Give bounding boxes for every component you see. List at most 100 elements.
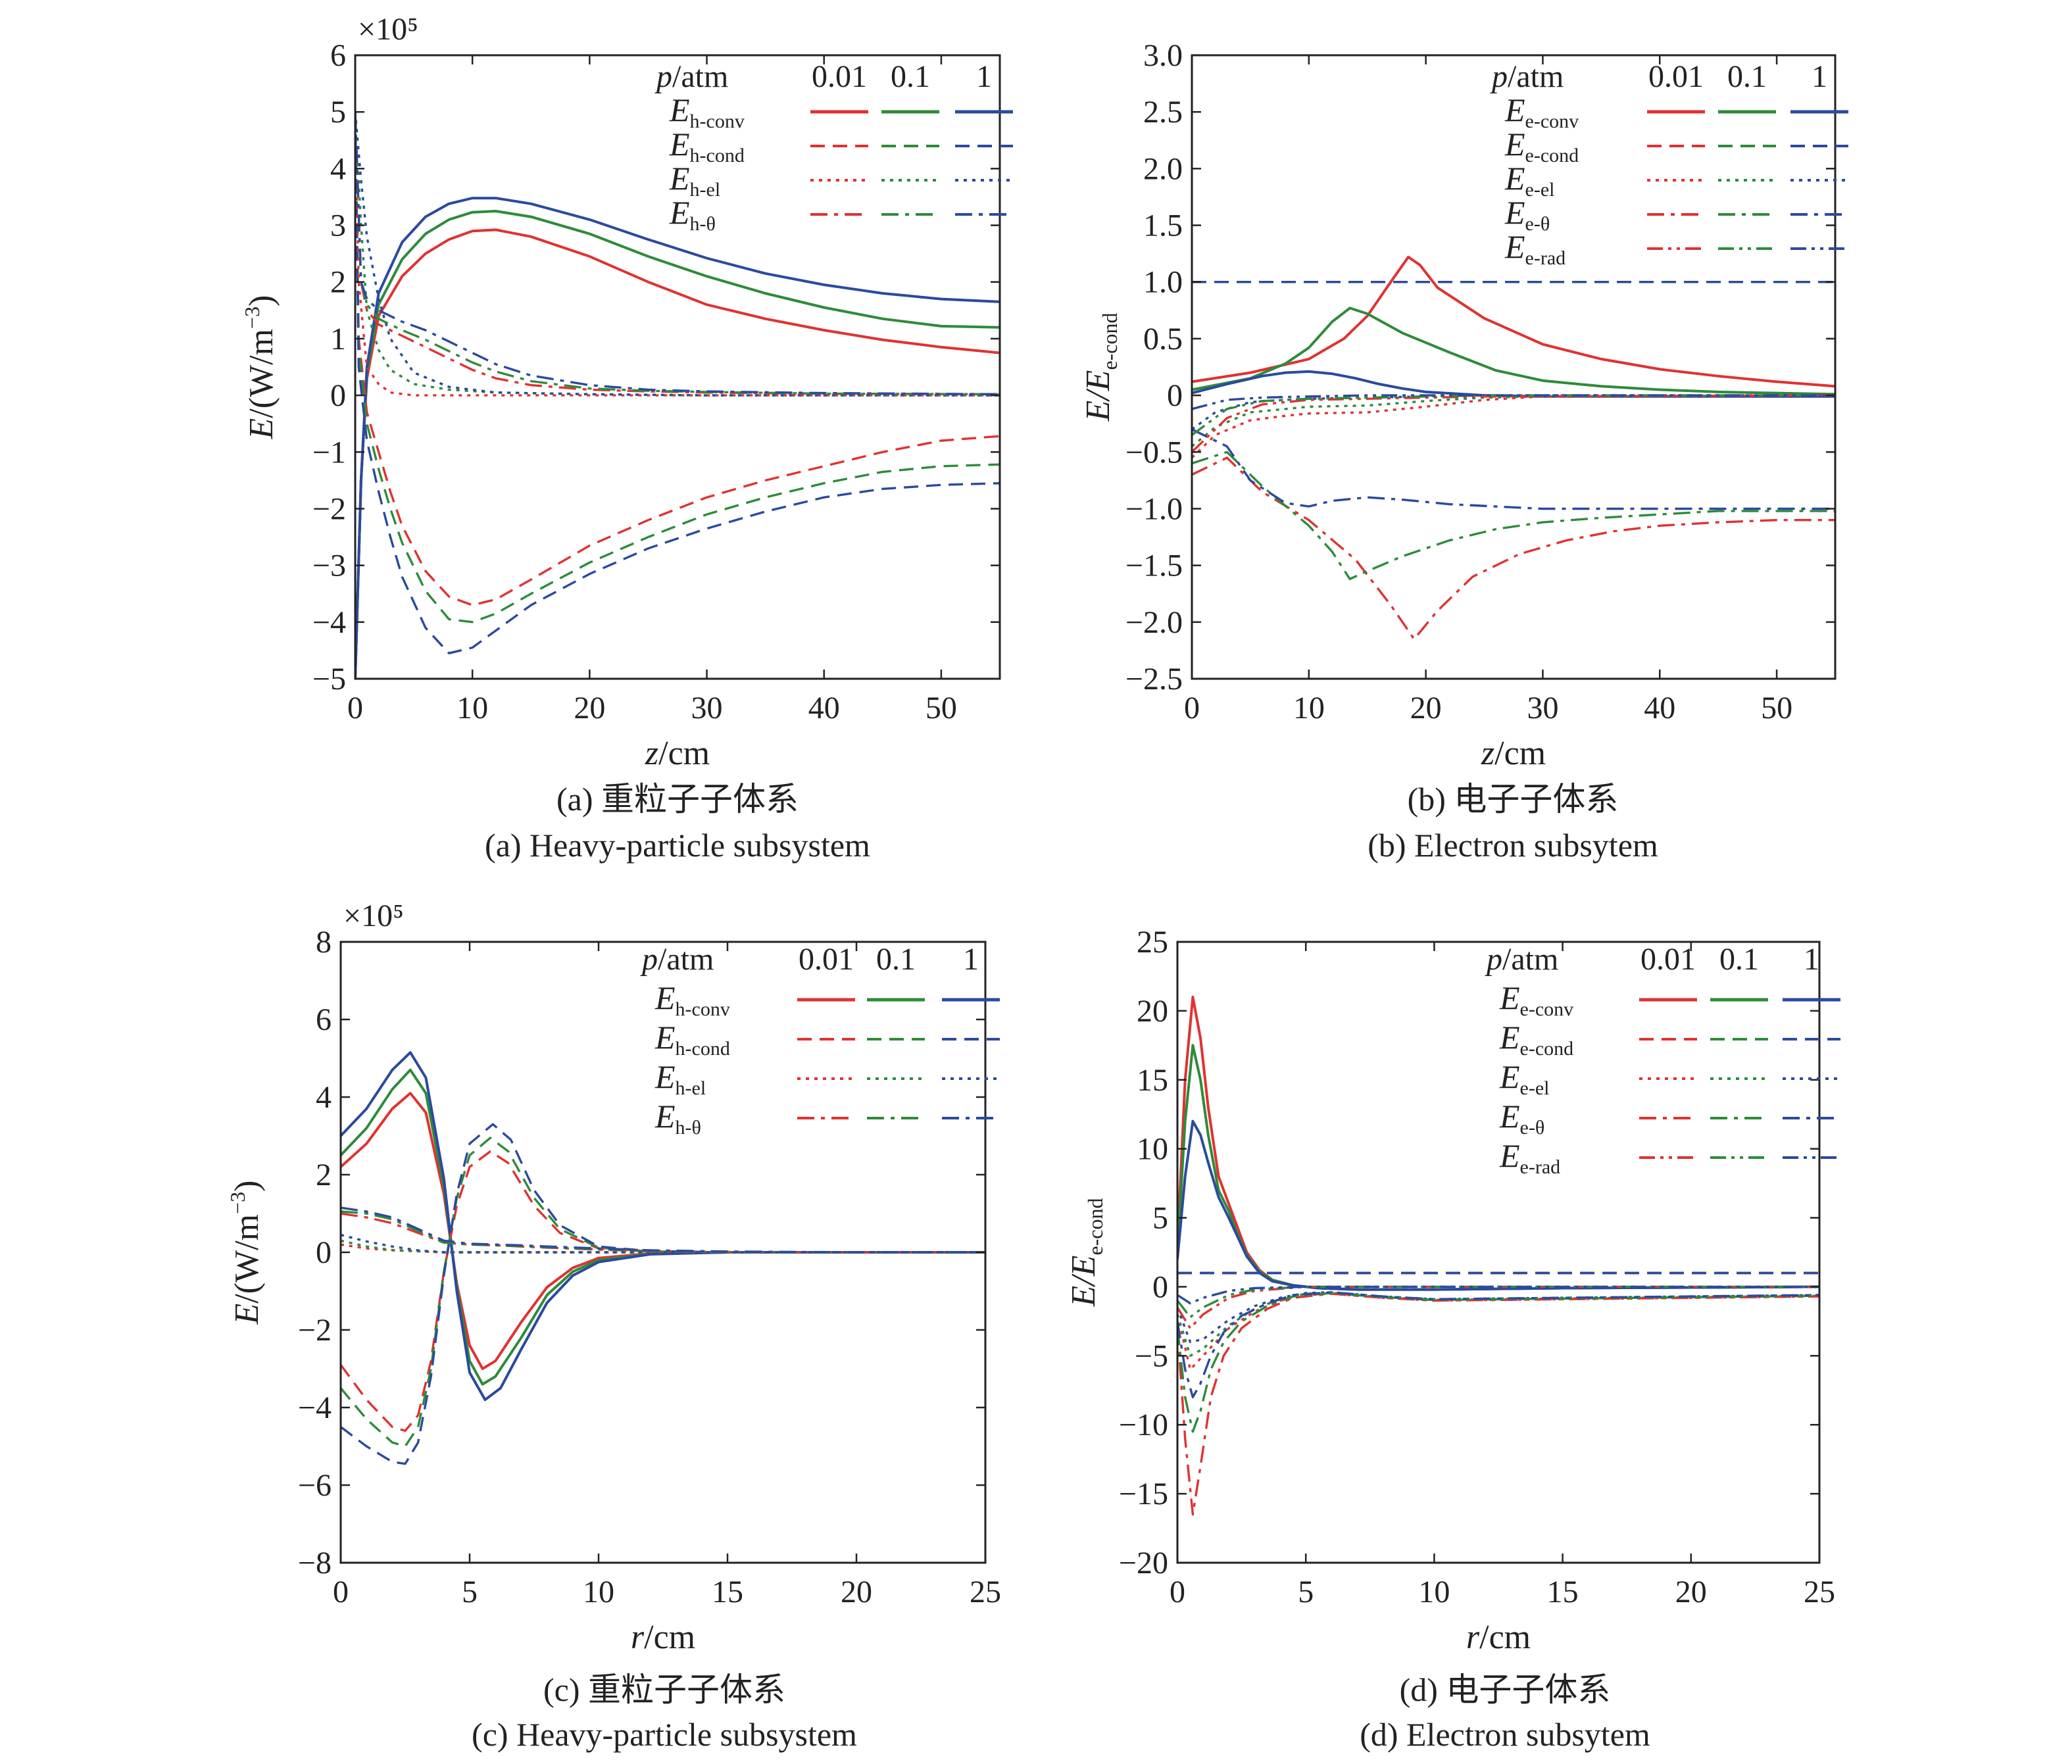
y-tick-label: −4 — [298, 1390, 332, 1425]
legend-pressure-1: 1 — [1812, 59, 1827, 94]
x-axis-label: r/cm — [1466, 1619, 1531, 1656]
y-tick-label: −4 — [312, 605, 346, 640]
legend-term-h-el: Eh-el — [654, 1058, 706, 1099]
chart-panel-d: 0 5 10 15 20 25 −20 −15 −10 −5 0 5 10 15 20 25 r/cm E/Ee-… — [1065, 925, 1840, 1753]
series-line-h-cond-p0.1 — [355, 112, 1000, 624]
caption-chinese: (d) 电子子体系 — [1400, 1671, 1611, 1708]
chart-panel-a: 0 10 20 30 40 50 −5 −4 −3 −2 −1 0 1 2 3 4 5 6 ×10⁵ z/cm E/(W… — [240, 12, 1013, 864]
series-group — [1177, 995, 1819, 1516]
legend-term-e-θ: Ee-θ — [1504, 194, 1550, 235]
series-line-e-θ-p0.1 — [1192, 451, 1835, 580]
x-tick-label: 5 — [1298, 1575, 1314, 1609]
series-line-h-θ-p1 — [355, 112, 1000, 396]
series-line-h-cond-p0.01 — [355, 112, 1000, 606]
legend-term-e-el: Ee-el — [1504, 160, 1555, 201]
y-tick-label: −2.5 — [1125, 662, 1183, 697]
legend-term-h-cond: Eh-cond — [669, 126, 745, 166]
x-tick-label: 10 — [1293, 691, 1325, 725]
series-line-h-conv-p1 — [341, 1051, 985, 1402]
series-line-h-conv-p0.01 — [355, 228, 1000, 679]
legend-term-e-conv: Ee-conv — [1499, 979, 1573, 1020]
y-tick-label: −1.0 — [1125, 491, 1183, 526]
y-tick-label: −2 — [312, 491, 346, 526]
y-tick-label: 0 — [1152, 1269, 1168, 1304]
series-line-e-θ-p1 — [1177, 1291, 1819, 1399]
legend: p/atm 0.01 0.1 1 Ee-convEe-condEe-elEe-θEe-r… — [1485, 942, 1840, 1178]
y-tick-label: −1.5 — [1125, 549, 1183, 583]
series-line-e-el-p0.1 — [1192, 394, 1835, 448]
series-line-e-conv-p0.01 — [1177, 995, 1819, 1291]
series-line-h-cond-p1 — [341, 1123, 985, 1465]
y-tick-label: −1 — [312, 435, 346, 470]
legend-pressure-0.01: 0.01 — [1648, 59, 1704, 94]
y-tick-label: 0.5 — [1143, 322, 1183, 356]
x-axis-label: z/cm — [1481, 735, 1546, 772]
x-tick-label: 40 — [808, 691, 840, 725]
series-line-h-θ-p0.01 — [355, 112, 1000, 396]
legend-term-e-rad: Ee-rad — [1499, 1137, 1560, 1178]
caption-english: (c) Heavy-particle subsystem — [472, 1716, 857, 1753]
x-tick-label: 15 — [712, 1575, 743, 1609]
x-tick-label: 15 — [1547, 1575, 1579, 1609]
x-tick-label: 40 — [1644, 691, 1675, 725]
y-axis-label: E/(W/m−3) — [240, 295, 280, 440]
series-line-e-θ-p0.1 — [1177, 1292, 1819, 1433]
series-line-h-θ-p0.01 — [341, 1212, 985, 1254]
y-tick-label: −3 — [312, 549, 346, 583]
series-line-h-θ-p0.1 — [355, 112, 1000, 396]
y-tick-label: −5 — [312, 662, 346, 697]
legend-term-e-cond: Ee-cond — [1504, 126, 1579, 166]
legend-pressure-0.1: 0.1 — [876, 942, 916, 977]
x-tick-label: 10 — [1418, 1575, 1450, 1609]
y-tick-label: −15 — [1119, 1477, 1168, 1511]
x-tick-label: 0 — [1184, 691, 1200, 725]
y-tick-label: 5 — [330, 95, 346, 130]
legend-term-e-conv: Ee-conv — [1504, 91, 1579, 132]
caption-english: (b) Electron subsytem — [1368, 827, 1658, 864]
x-tick-label: 0 — [347, 691, 363, 725]
chart-panel-c: 0 5 10 15 20 25 −8 −6 −4 −2 0 2 4 6 8 ×10⁵ r/cm E/(W/m−3)… — [226, 898, 1001, 1753]
y-tick-label: 3 — [330, 208, 346, 243]
series-line-e-rad-p0.01 — [1177, 1285, 1819, 1330]
x-tick-label: 0 — [1170, 1575, 1185, 1609]
series-line-h-cond-p0.01 — [341, 1150, 985, 1433]
series-group — [341, 1051, 985, 1465]
y-axis-label: E/Ee-cond — [1079, 312, 1122, 422]
y-multiplier: ×10⁵ — [343, 898, 404, 933]
y-tick-label: −6 — [298, 1468, 332, 1503]
legend-pressure-0.01: 0.01 — [1640, 942, 1696, 977]
series-line-e-rad-p1 — [1177, 1285, 1819, 1305]
series-line-h-cond-p0.1 — [341, 1137, 985, 1448]
legend-pressure-header: p/atm — [1485, 942, 1558, 977]
y-tick-label: 0 — [1167, 378, 1183, 413]
series-line-h-cond-p1 — [355, 112, 1000, 654]
y-multiplier: ×10⁵ — [358, 12, 418, 47]
y-tick-label: 1.5 — [1143, 208, 1183, 243]
x-axis-label: r/cm — [631, 1619, 695, 1656]
y-tick-label: 0 — [316, 1235, 332, 1270]
x-tick-label: 5 — [462, 1575, 478, 1609]
x-tick-label: 20 — [1675, 1575, 1707, 1609]
y-tick-label: −10 — [1119, 1408, 1168, 1442]
legend-term-e-θ: Ee-θ — [1499, 1098, 1544, 1139]
caption-chinese: (c) 重粒子子体系 — [543, 1671, 785, 1708]
series-line-h-θ-p1 — [341, 1206, 985, 1254]
plot-frame — [354, 54, 1001, 680]
y-axis-label: E/Ee-cond — [1065, 1198, 1107, 1307]
plot-frame — [1191, 54, 1837, 680]
legend-term-e-rad: Ee-rad — [1504, 228, 1566, 269]
y-tick-label: 1.0 — [1143, 265, 1183, 300]
legend-term-h-conv: Eh-conv — [669, 91, 745, 132]
x-tick-label: 20 — [574, 691, 605, 725]
y-tick-label: 6 — [316, 1002, 332, 1037]
x-tick-label: 25 — [1804, 1575, 1835, 1609]
series-line-e-conv-p0.01 — [1192, 255, 1835, 388]
legend-term-h-θ: Eh-θ — [669, 194, 716, 235]
x-tick-label: 20 — [1410, 691, 1442, 725]
series-group — [355, 112, 1000, 679]
legend-pressure-1: 1 — [1804, 942, 1819, 977]
series-line-e-rad-p1 — [1192, 394, 1835, 410]
y-tick-label: 2.5 — [1143, 95, 1183, 130]
